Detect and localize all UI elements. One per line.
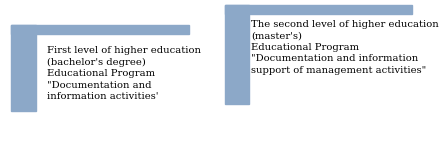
Text: The second level of higher education
(master's)
Educational Program
"Documentati: The second level of higher education (ma…	[251, 20, 439, 75]
Text: First level of higher education
(bachelor's degree)
Educational Program
"Documen: First level of higher education (bachelo…	[47, 46, 201, 101]
Bar	[11, 25, 189, 34]
Bar	[225, 5, 412, 14]
Bar	[225, 5, 249, 104]
Bar	[11, 25, 36, 111]
